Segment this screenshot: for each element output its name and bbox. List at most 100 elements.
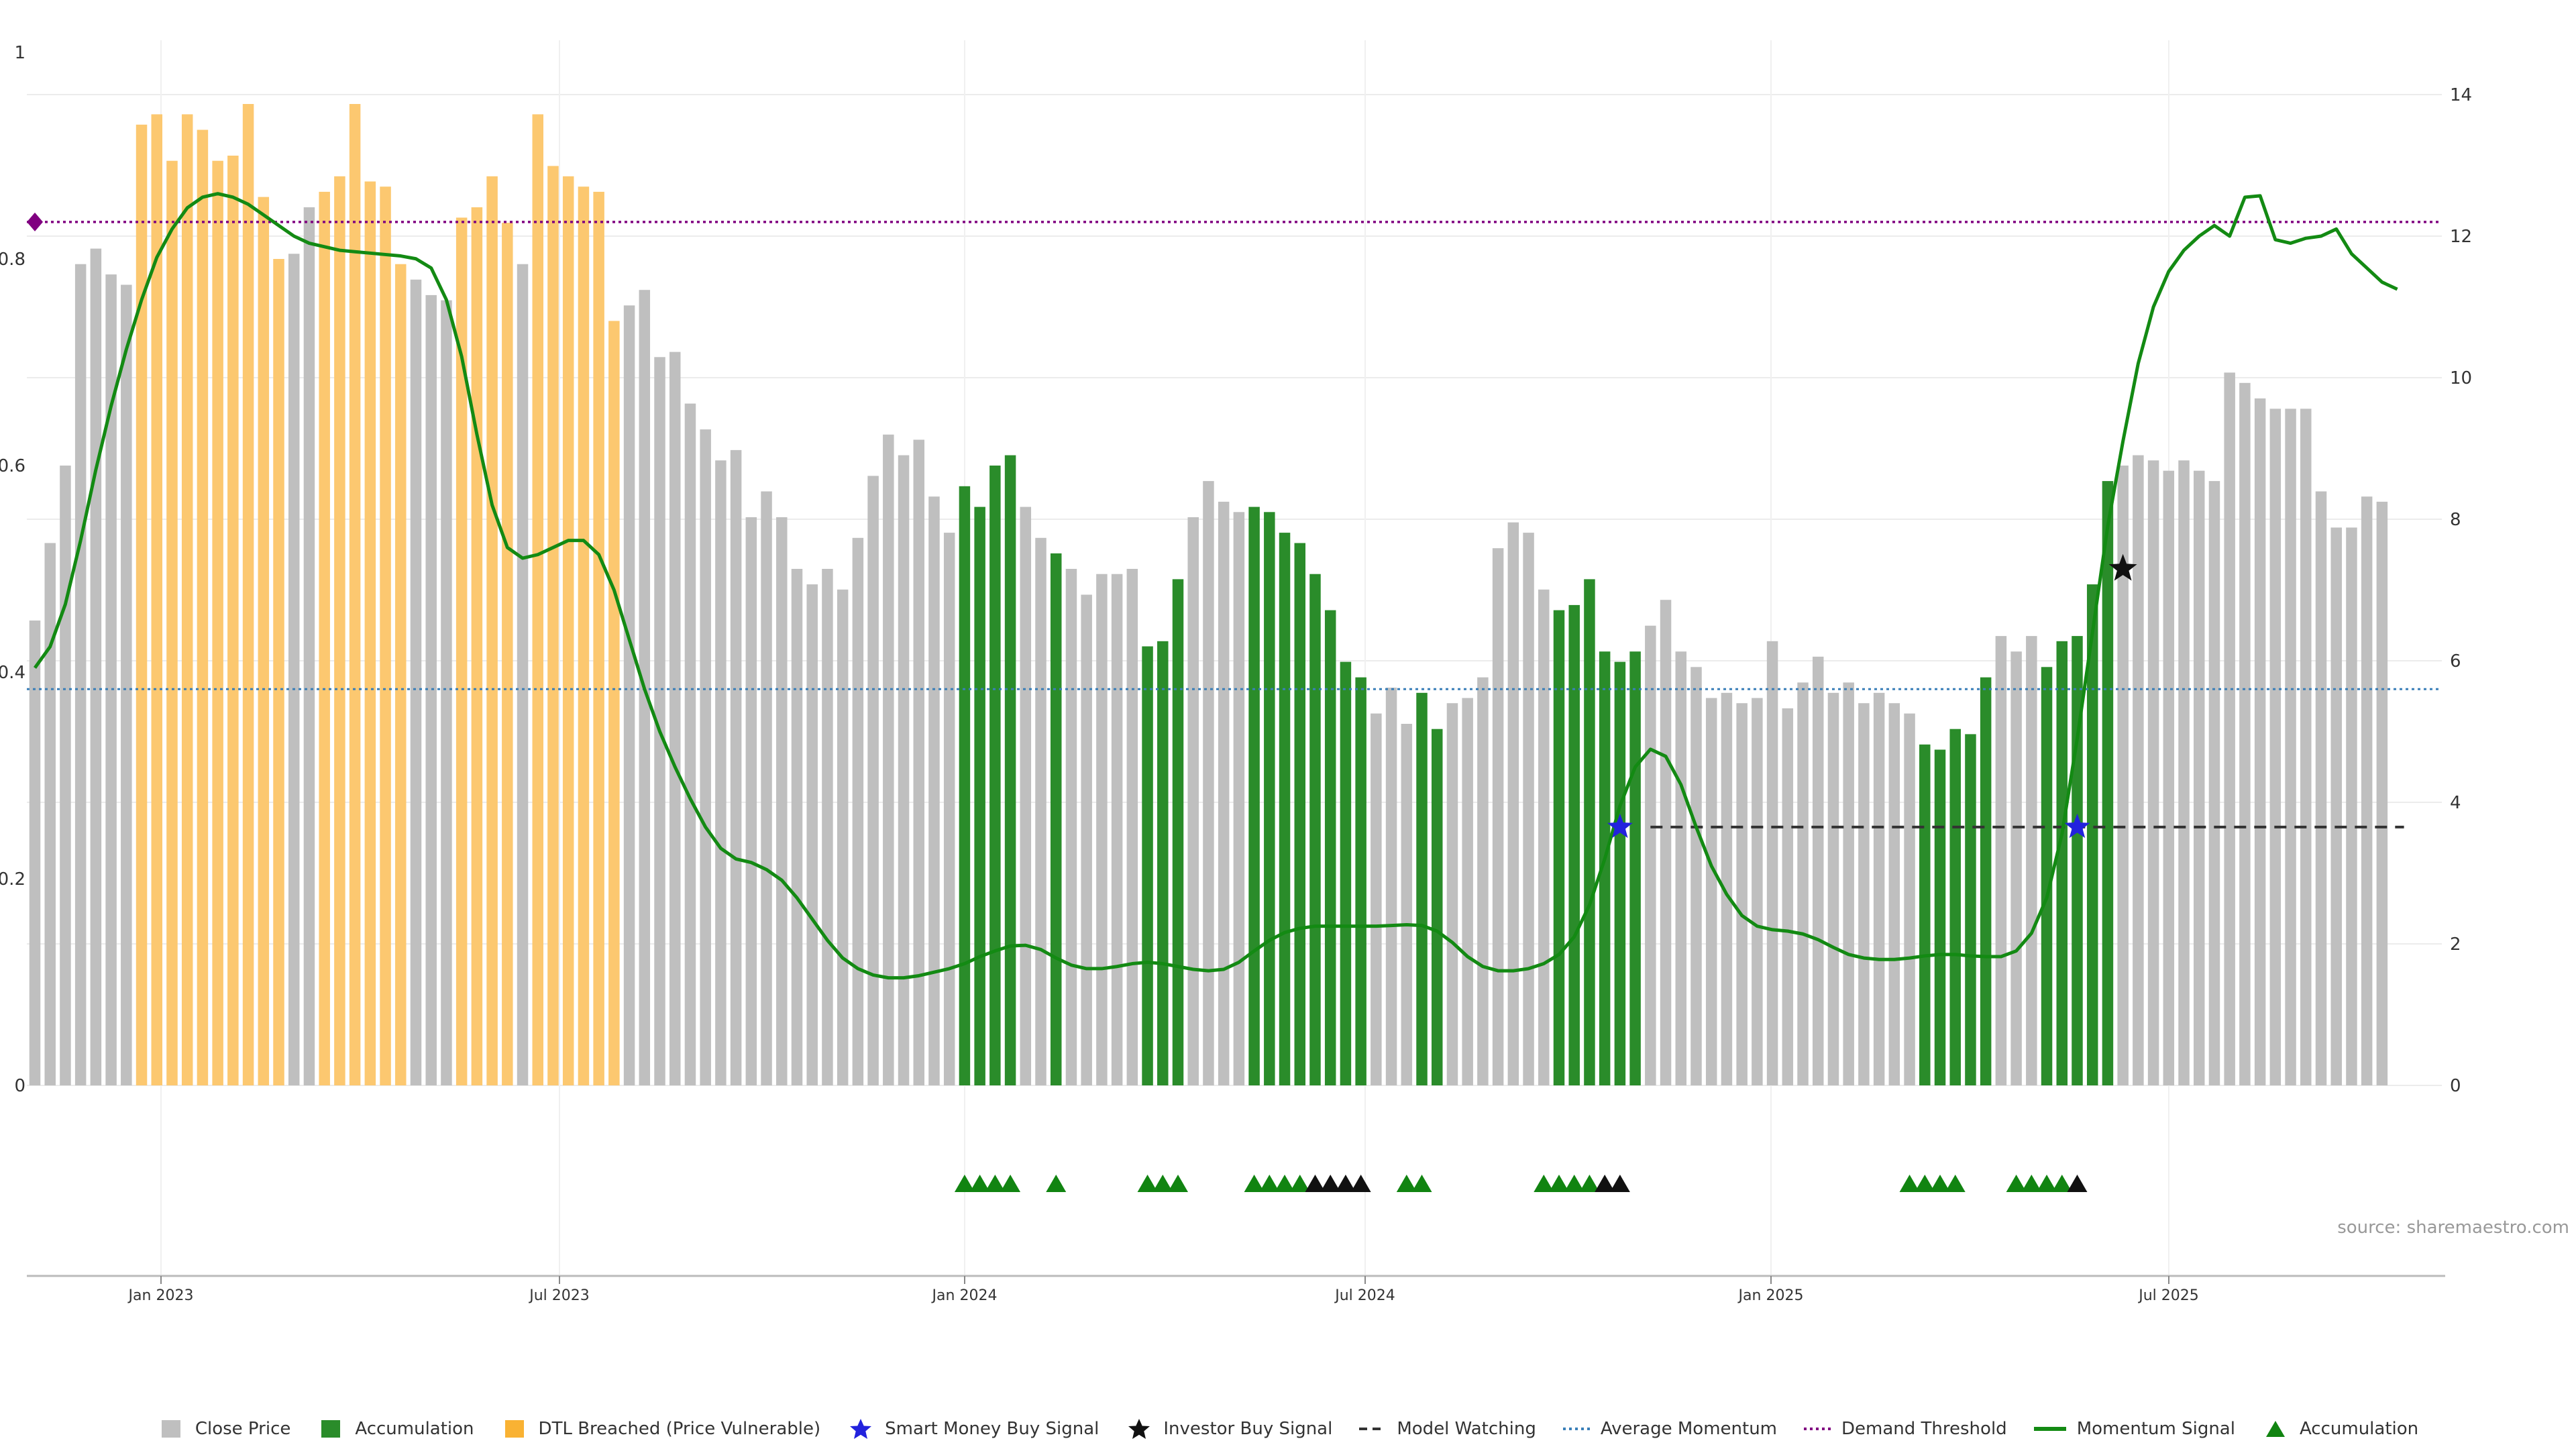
close-price-bar [288, 254, 300, 1085]
close-price-bar [1065, 569, 1077, 1085]
legend-label: Accumulation [2299, 1419, 2419, 1439]
accumulation-bar [974, 506, 985, 1085]
smart-money-buy-star [1607, 813, 1633, 839]
close-price-bar [2269, 409, 2282, 1085]
close-price-bar [74, 264, 87, 1086]
accumulation-bar [1629, 651, 1641, 1085]
accumulation-bar [1568, 604, 1580, 1085]
accumulation-bar [989, 466, 1001, 1085]
close-price-bar [1126, 569, 1138, 1085]
accumulation-triangle [2037, 1175, 2057, 1192]
accumulation-bar [2086, 584, 2098, 1085]
accumulation-bar [2041, 667, 2053, 1085]
close-price-bar [2254, 398, 2266, 1085]
accumulation-bar [1264, 512, 1275, 1085]
accumulation-bar [1599, 651, 1611, 1085]
close-price-bar [1401, 724, 1413, 1085]
dtl-breached-bar [547, 166, 559, 1085]
accumulation-triangle [1259, 1175, 1280, 1192]
dtl-breached-bar [364, 181, 376, 1085]
accumulation-triangle [1930, 1175, 1950, 1192]
close-price-bar [898, 455, 910, 1085]
accumulation-bar [2102, 481, 2114, 1085]
close-price-bar [1675, 651, 1687, 1085]
dtl-breached-bar [273, 259, 284, 1085]
y-right-tick-label: 14 [2450, 85, 2472, 105]
accumulation-bar [2056, 641, 2068, 1085]
dtl-breached-bar [136, 124, 148, 1085]
chart-legend: Close Price Accumulation DTL Breached (Pri… [0, 1409, 2576, 1449]
accumulation-bar [1004, 455, 1016, 1085]
y-left-tick-label: 0 [14, 1076, 25, 1096]
close-price-bar [1233, 512, 1245, 1085]
legend-label: Momentum Signal [2076, 1419, 2235, 1439]
accumulation-triangle [1899, 1175, 1920, 1192]
legend-item-triangle: Accumulation [2262, 1419, 2418, 1439]
close-price-bar [1111, 574, 1123, 1085]
close-price-bar [1462, 698, 1473, 1085]
y-left-tick-label: 0.8 [0, 250, 25, 270]
legend-item-watching: Model Watching [1359, 1419, 1536, 1439]
legend-item-investor: Investor Buy Signal [1126, 1419, 1332, 1439]
y-right-tick-label: 6 [2450, 651, 2461, 672]
x-tick-label: Jan 2023 [127, 1287, 194, 1304]
close-price-bar [44, 543, 56, 1085]
dtl-breached-bar [319, 191, 330, 1085]
close-price-bar [2193, 470, 2205, 1085]
dtl-breached-bar [212, 160, 223, 1086]
dtl-breached-bar [471, 207, 483, 1085]
demand-threshold-marker [27, 212, 43, 231]
close-price-bar [2300, 409, 2312, 1085]
signal-lines [27, 192, 2442, 980]
dtl-breached-bar [532, 114, 544, 1085]
accumulation-bar [1279, 533, 1291, 1085]
accumulation-triangle-row [954, 1175, 2088, 1192]
close-price-bar [1888, 703, 1900, 1085]
star-icon [1126, 1419, 1152, 1439]
close-price-bar [2117, 466, 2129, 1085]
close-price-bar [2285, 409, 2296, 1085]
legend-swatch [2033, 1419, 2066, 1439]
close-price-bar [2224, 372, 2235, 1085]
close-price-bar [1507, 522, 1519, 1085]
legend-swatch [158, 1419, 184, 1439]
accumulation-bar [1965, 734, 1976, 1085]
accumulation-triangle [1335, 1175, 1356, 1192]
accumulation-bar [1324, 610, 1336, 1085]
legend-swatch [501, 1419, 528, 1439]
y-left-tick-label: 0.6 [0, 456, 25, 476]
accumulation-bar [1553, 610, 1565, 1085]
close-price-bar [410, 279, 422, 1085]
accumulation-bar [1050, 553, 1062, 1085]
accumulation-triangle [1168, 1175, 1188, 1192]
dtl-breached-bar [455, 217, 468, 1085]
accumulation-triangle [969, 1175, 990, 1192]
accumulation-bar [1934, 749, 1946, 1085]
x-tick-label: Jul 2024 [1334, 1287, 1395, 1304]
close-price-bar [303, 207, 315, 1085]
dtl-breached-bar [380, 186, 391, 1086]
close-price-bar [1203, 481, 1214, 1085]
momentum-signal-line [33, 192, 2398, 980]
legend-item-demand: Demand Threshold [1804, 1419, 2007, 1439]
close-price-bar [806, 584, 818, 1085]
accumulation-triangle [1945, 1175, 1966, 1192]
accumulation-triangle [1244, 1175, 1265, 1192]
dtl-breached-bar [227, 156, 239, 1085]
x-tick-label: Jul 2023 [528, 1287, 590, 1304]
close-price-bar [623, 305, 635, 1085]
close-price-bar [60, 466, 71, 1085]
close-price-bar [1705, 698, 1717, 1085]
dtl-breached-bar [242, 104, 254, 1085]
close-price-bar [2361, 496, 2373, 1085]
accumulation-bar [1980, 677, 1992, 1085]
close-price-bar [943, 533, 955, 1085]
accumulation-triangle [1320, 1175, 1341, 1192]
accumulation-bar [959, 486, 971, 1085]
legend-label: DTL Breached (Price Vulnerable) [538, 1419, 821, 1439]
close-price-bar [776, 517, 788, 1085]
dtl-breached-bar [502, 223, 513, 1086]
star-icon [847, 1419, 874, 1439]
close-price-bar [1660, 600, 1672, 1085]
accumulation-triangle [1579, 1175, 1600, 1192]
